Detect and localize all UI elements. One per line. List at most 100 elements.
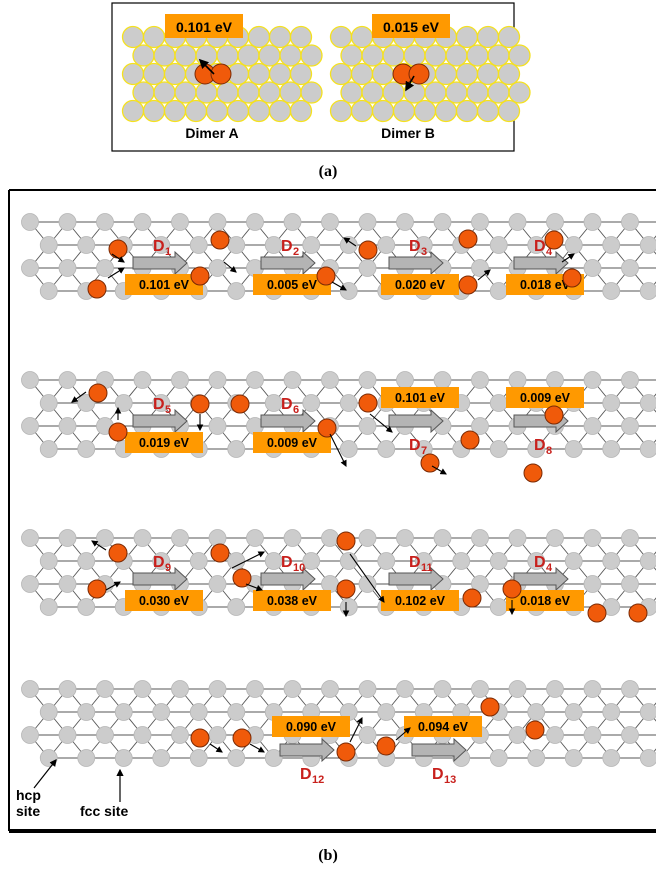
step-label: D [153,238,165,255]
substrate-atom [414,236,433,254]
dimer-b-energy: 0.015 eV [383,19,440,35]
substrate-atom [279,44,302,67]
substrate-atom [321,371,339,389]
substrate-atom [358,680,377,698]
adatom [544,230,564,250]
substrate-atom [163,99,187,123]
substrate-atom [396,213,414,231]
energy-box [125,432,203,453]
substrate-atom [174,81,197,104]
substrate-atom [329,25,353,49]
adatom [210,230,230,250]
substrate-atom [121,62,145,86]
step-label-sub: 7 [421,445,427,457]
adatom [562,268,582,288]
substrate-atom [216,44,239,67]
substrate-atom [602,552,621,570]
substrate-atom [283,529,302,547]
substrate-atom [361,44,384,67]
substrate-atom [39,598,58,616]
substrate-atom [471,680,489,698]
substrate-atom [377,703,396,721]
substrate-atom [58,575,77,593]
substrate-atom [329,99,353,123]
adatom [458,229,478,249]
energy-box [272,716,350,737]
substrate-atom [152,703,171,721]
step-label-sub: 3 [421,246,427,258]
substrate-atom [621,575,639,593]
energy-label: 0.038 eV [267,594,318,608]
substrate-atom [434,62,458,86]
hop-arrow [107,267,125,279]
substrate-atom [58,417,77,435]
energy-label: 0.094 eV [418,720,469,734]
substrate-atom [583,371,602,389]
substrate-atom [237,44,260,67]
step-arrow [132,250,188,276]
adatom [358,240,378,260]
substrate-atom [546,726,564,744]
substrate-atom [583,726,602,744]
adatom [190,728,210,748]
hop-arrow [198,58,215,75]
substrate-atom [96,680,114,698]
step-arrow [132,408,188,434]
adatom [317,418,337,438]
substrate-atom [639,552,656,570]
overlays: 0.101 eVD 10.005 eVD 20.020 eVD 30.018 eVD 4… [71,229,648,786]
substrate-atom [227,598,246,616]
step-label-sub: 4 [546,562,553,574]
energy-box [125,590,203,611]
substrate-atom [152,749,171,767]
substrate-atom [583,213,602,231]
substrate-atom [227,282,246,300]
hop-arrow [249,743,265,753]
substrate-atom [489,749,508,767]
substrate-atom [96,529,114,547]
substrate-atom [403,44,426,67]
adatom [336,579,356,599]
panel-b-caption: (b) [318,847,338,864]
substrate-atom [300,44,323,67]
substrate-atom [508,726,527,744]
step-label: D [534,437,546,454]
substrate-atom [392,99,416,123]
substrate-atom [171,680,189,698]
substrate-atom [639,394,656,412]
adatom [480,697,500,717]
substrate-atom [39,236,58,254]
substrate-atom [153,44,176,67]
substrate-atom [339,552,358,570]
substrate-atom [133,213,152,231]
substrate-atom [489,552,508,570]
substrate-atom [639,749,656,767]
substrate-atom [583,575,602,593]
substrate-atom [403,81,426,104]
substrate-atom [289,25,313,49]
step-label-sub: 6 [293,404,299,416]
adatom [358,393,378,413]
substrate-atom [350,99,374,123]
substrate-atom [289,99,313,123]
substrate-atom [133,680,152,698]
substrate-atom [358,529,377,547]
substrate-atom [195,44,218,67]
step-label-sub: 12 [312,774,324,786]
adatom [210,63,232,85]
substrate-atom [21,680,39,698]
hcp-pointer [33,759,57,789]
step-arrow [388,408,444,434]
step-label-sub: 8 [546,445,552,457]
substrate-atom [471,417,489,435]
substrate-atom [396,529,414,547]
substrate-atom [184,99,208,123]
substrate-atom [208,417,227,435]
substrate-atom [371,99,395,123]
step-arrow [260,566,316,592]
substrate-atom [487,81,510,104]
substrate-atom [77,598,96,616]
substrate-atom [246,371,264,389]
energy-label: 0.030 eV [139,594,190,608]
step-arrow [260,250,316,276]
